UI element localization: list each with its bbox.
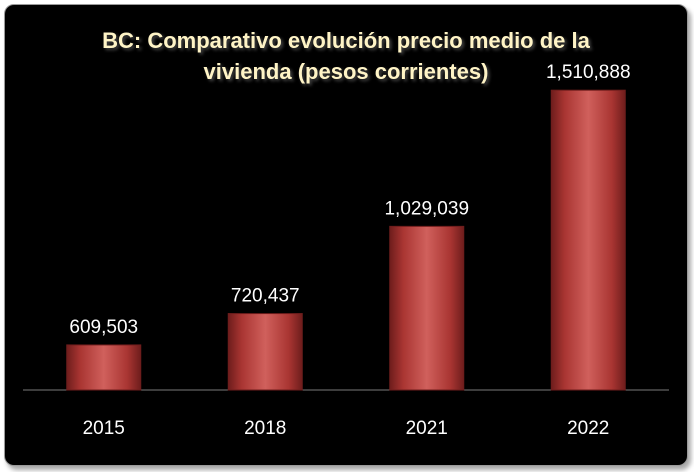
data-label-2022: 1,510,888 (546, 62, 631, 83)
chart-title-line-1: BC: Comparativo evolución precio medio d… (102, 28, 590, 53)
x-tick-label-2015: 2015 (83, 418, 125, 439)
bar-2021 (389, 225, 465, 391)
chart-title-line-2: vivienda (pesos corrientes) (203, 59, 489, 84)
x-tick-label-2018: 2018 (244, 418, 286, 439)
chart-title: BC: Comparativo evolución precio medio d… (5, 25, 687, 87)
data-label-2021: 1,029,039 (384, 198, 469, 219)
bar-plot: 609,503 2015 720,437 2018 1,029,039 2021 1,510… (23, 62, 669, 439)
bar-2018 (227, 313, 303, 391)
chart-frame: BC: Comparativo evolución precio medio d… (4, 4, 688, 466)
x-tick-label-2022: 2022 (567, 418, 609, 439)
bar-2022 (550, 89, 626, 391)
data-label-2018: 720,437 (231, 286, 300, 307)
data-label-2015: 609,503 (69, 317, 138, 338)
bar-2015 (66, 344, 142, 391)
x-tick-label-2021: 2021 (406, 418, 448, 439)
